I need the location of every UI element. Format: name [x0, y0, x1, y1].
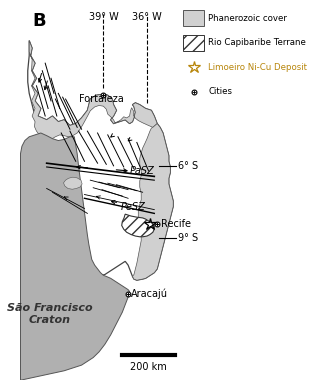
- Text: Rio Capibaribe Terrane: Rio Capibaribe Terrane: [208, 38, 306, 47]
- Bar: [183, 35, 204, 51]
- Text: Cities: Cities: [208, 87, 232, 97]
- Text: Aracajú: Aracajú: [131, 289, 168, 300]
- Text: PaSZ: PaSZ: [130, 166, 154, 176]
- Text: PeSZ: PeSZ: [121, 202, 145, 212]
- Polygon shape: [133, 124, 173, 280]
- Polygon shape: [20, 133, 130, 380]
- Text: 200 km: 200 km: [130, 362, 167, 372]
- Text: 6° S: 6° S: [178, 161, 198, 171]
- Bar: [183, 10, 204, 26]
- Text: São Francisco
Craton: São Francisco Craton: [7, 303, 92, 326]
- Polygon shape: [29, 41, 157, 139]
- Text: 39° W: 39° W: [88, 12, 118, 22]
- Text: Phanerozoic cover: Phanerozoic cover: [208, 14, 287, 23]
- Text: Recife: Recife: [161, 219, 191, 229]
- Polygon shape: [28, 41, 173, 280]
- Text: B: B: [32, 12, 46, 30]
- Text: 9° S: 9° S: [178, 232, 198, 242]
- Text: Limoeiro Ni-Cu Deposit: Limoeiro Ni-Cu Deposit: [208, 63, 307, 72]
- Text: Fortaleza: Fortaleza: [79, 94, 123, 104]
- Polygon shape: [64, 177, 82, 189]
- Text: 36° W: 36° W: [132, 12, 162, 22]
- Polygon shape: [122, 214, 154, 237]
